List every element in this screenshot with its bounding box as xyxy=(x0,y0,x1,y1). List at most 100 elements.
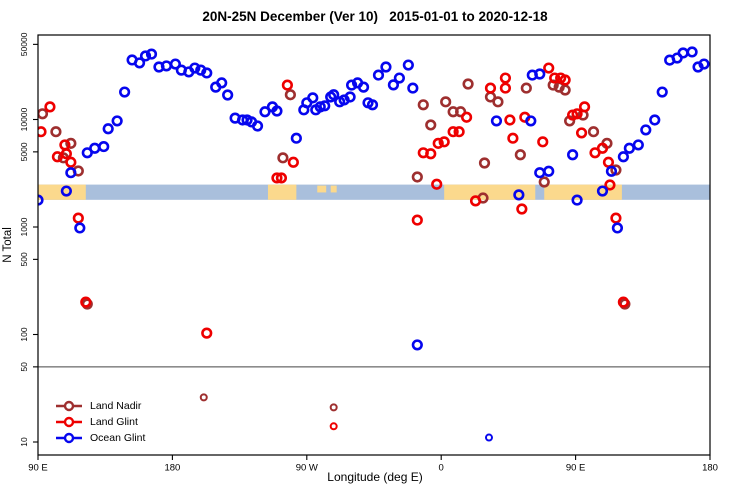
data-point xyxy=(277,152,289,164)
data-point xyxy=(537,136,549,148)
data-point xyxy=(201,67,213,79)
data-point xyxy=(447,126,459,138)
data-point xyxy=(604,179,616,191)
y-tick-label: 10000 xyxy=(19,107,29,131)
data-point xyxy=(632,139,644,151)
data-point xyxy=(455,106,467,118)
data-point xyxy=(169,58,181,70)
data-point xyxy=(610,212,622,224)
x-tick-label: 0 xyxy=(439,463,444,474)
ocean-glint-marker-icon xyxy=(56,432,82,444)
data-point xyxy=(559,84,571,96)
data-point xyxy=(605,165,618,177)
data-point xyxy=(516,203,528,215)
data-point xyxy=(189,62,201,74)
data-point xyxy=(596,142,609,154)
data-point xyxy=(65,137,77,149)
data-point xyxy=(425,119,437,131)
data-point xyxy=(222,89,234,101)
y-tick-label: 1000 xyxy=(19,217,29,236)
data-point xyxy=(611,222,624,234)
x-tick-label: 90 E xyxy=(566,463,586,474)
data-point xyxy=(567,149,579,161)
data-point xyxy=(411,214,423,226)
data-point xyxy=(490,115,503,127)
legend-item-land-nadir: Land Nadir xyxy=(55,399,145,413)
data-point xyxy=(698,58,710,70)
data-point xyxy=(575,127,588,139)
data-point xyxy=(259,106,271,118)
data-point xyxy=(534,167,546,179)
map-band-land xyxy=(544,184,622,200)
data-point xyxy=(640,124,652,136)
data-point xyxy=(543,165,555,177)
data-point xyxy=(504,114,516,126)
map-band-island xyxy=(330,185,337,193)
data-point xyxy=(534,68,546,80)
y-tick-label: 10 xyxy=(19,437,29,447)
data-point xyxy=(478,157,491,169)
data-point xyxy=(346,79,358,91)
data-point xyxy=(271,172,283,184)
data-point xyxy=(50,126,62,138)
data-point xyxy=(38,108,49,120)
data-point xyxy=(38,126,47,138)
data-point xyxy=(578,101,591,113)
data-point xyxy=(571,108,583,120)
data-point xyxy=(407,82,419,94)
data-point xyxy=(357,81,370,93)
data-point xyxy=(89,142,101,154)
data-point xyxy=(160,60,173,72)
x-tick-label: 180 xyxy=(164,463,180,474)
data-point xyxy=(431,178,443,190)
data-point xyxy=(453,126,465,138)
data-point xyxy=(438,136,450,148)
y-tick-label: 5000 xyxy=(19,142,29,161)
legend-item-ocean-glint: Ocean Glint xyxy=(55,431,145,445)
data-point xyxy=(60,185,72,197)
data-point xyxy=(65,167,77,179)
data-point xyxy=(602,156,615,168)
data-point xyxy=(547,79,559,91)
legend-label: Ocean Glint xyxy=(90,432,146,444)
data-point xyxy=(417,99,429,111)
data-point xyxy=(329,403,338,412)
data-point xyxy=(328,89,340,101)
y-tick-label: 500 xyxy=(19,252,29,266)
data-point xyxy=(44,101,56,113)
data-point xyxy=(649,114,661,126)
legend-item-land-glint: Land Glint xyxy=(55,415,145,429)
data-point xyxy=(387,79,400,91)
data-point xyxy=(484,82,497,94)
data-point xyxy=(559,74,571,86)
data-point xyxy=(402,59,414,71)
data-point xyxy=(617,151,629,163)
data-point xyxy=(499,72,512,84)
data-point xyxy=(72,212,84,224)
data-point xyxy=(499,82,512,94)
data-point xyxy=(484,433,493,442)
data-point xyxy=(290,132,302,144)
data-point xyxy=(380,61,392,73)
data-point xyxy=(281,79,293,91)
data-point xyxy=(145,48,158,60)
data-point xyxy=(549,72,561,84)
data-point xyxy=(139,50,152,62)
data-point xyxy=(319,100,331,112)
data-point xyxy=(372,69,385,81)
y-tick-label: 50000 xyxy=(19,32,29,56)
data-point xyxy=(543,62,555,74)
data-point xyxy=(74,222,86,234)
y-tick-label: 50 xyxy=(19,362,29,372)
data-point xyxy=(432,137,444,149)
data-point xyxy=(617,296,629,308)
data-point xyxy=(80,296,92,308)
data-point xyxy=(623,142,635,154)
y-tick-label: 100 xyxy=(19,327,29,341)
land-glint-marker-icon xyxy=(56,416,82,428)
data-point xyxy=(656,86,668,98)
data-point xyxy=(60,148,72,160)
data-point xyxy=(538,176,550,188)
data-point xyxy=(119,86,131,98)
data-point xyxy=(111,115,123,127)
